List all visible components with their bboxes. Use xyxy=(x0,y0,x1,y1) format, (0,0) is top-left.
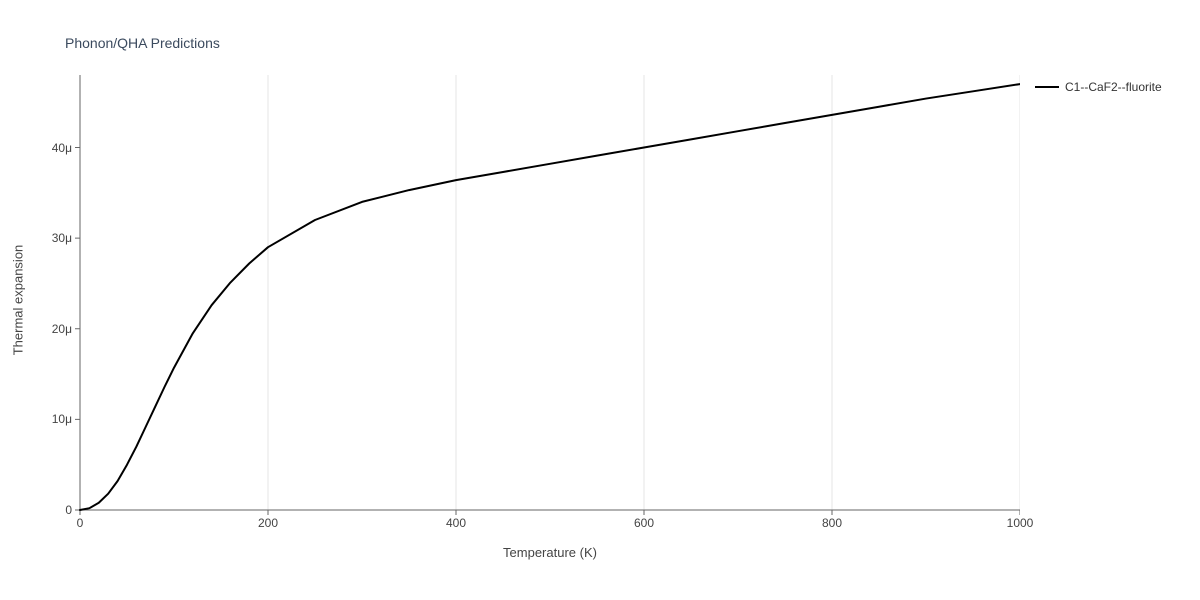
legend-label: C1--CaF2--fluorite xyxy=(1065,80,1162,94)
x-tick-label: 600 xyxy=(634,510,654,530)
chart-root: Phonon/QHA Predictions Thermal expansion… xyxy=(0,0,1200,600)
legend: C1--CaF2--fluorite xyxy=(1035,80,1162,94)
y-axis-label: Thermal expansion xyxy=(11,245,26,356)
y-tick-label: 40μ xyxy=(52,141,80,155)
x-tick-label: 200 xyxy=(258,510,278,530)
x-tick-label: 1000 xyxy=(1007,510,1034,530)
x-tick-label: 400 xyxy=(446,510,466,530)
x-axis-label: Temperature (K) xyxy=(503,545,597,560)
chart-title: Phonon/QHA Predictions xyxy=(65,35,220,51)
y-tick-label: 10μ xyxy=(52,412,80,426)
legend-swatch xyxy=(1035,86,1059,88)
x-tick-label: 800 xyxy=(822,510,842,530)
y-tick-label: 0 xyxy=(65,503,80,517)
plot-area: 02004006008001000010μ20μ30μ40μ xyxy=(80,75,1020,510)
y-tick-label: 30μ xyxy=(52,231,80,245)
plot-svg xyxy=(74,75,1020,516)
y-tick-label: 20μ xyxy=(52,322,80,336)
